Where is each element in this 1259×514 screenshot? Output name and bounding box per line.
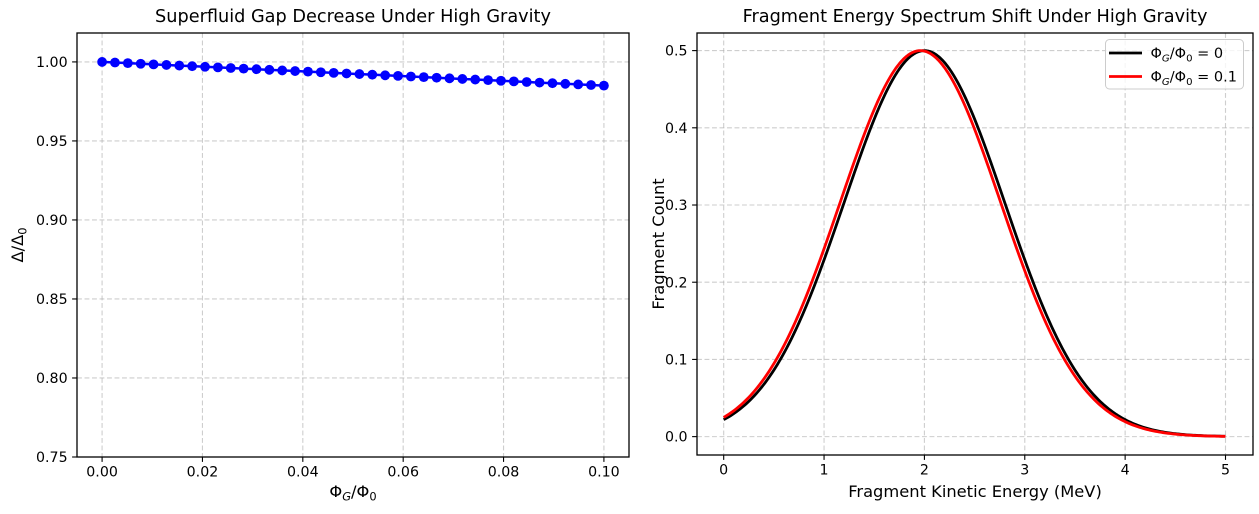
marker	[213, 62, 223, 73]
marker	[135, 58, 146, 69]
marker	[290, 66, 300, 76]
marker	[444, 73, 455, 84]
y-tick-label: 0.3	[665, 198, 688, 214]
marker	[573, 79, 584, 90]
marker	[225, 63, 236, 73]
x-tick-label: 0.06	[387, 465, 419, 481]
marker	[393, 71, 403, 81]
ticks	[692, 50, 1227, 460]
series-line-spectrum-phi-0p1	[722, 49, 1226, 438]
x-axis-label: Fragment Kinetic Energy (MeV)	[848, 482, 1102, 501]
marker	[483, 75, 493, 86]
y-tick-label: 1.00	[36, 55, 68, 71]
y-tick-label: 0.2	[665, 275, 688, 291]
marker	[341, 68, 352, 79]
series-markers-superfluid-gap-ratio	[97, 57, 609, 91]
x-tick-label: 0.08	[488, 465, 520, 481]
y-tick-label: 0.1	[665, 353, 688, 369]
y-axis-label: Δ/Δ0	[8, 227, 30, 262]
marker	[303, 66, 313, 77]
marker	[315, 67, 326, 78]
y-tick-label: 0.85	[36, 292, 68, 308]
marker	[277, 65, 288, 76]
marker	[354, 69, 365, 79]
legend: ΦG/Φ0 = 0 ΦG/Φ0 = 0.1	[1105, 39, 1244, 90]
x-tick-label: 5	[1221, 463, 1230, 479]
y-axis-label: Fragment Count	[649, 178, 668, 309]
x-tick-label: 3	[1020, 463, 1029, 479]
marker	[560, 78, 571, 89]
marker	[367, 69, 378, 80]
marker	[457, 74, 468, 84]
x-tick-label: 1	[820, 463, 829, 479]
x-axis-label: ΦG/Φ0	[329, 482, 376, 504]
y-tick-label: 0.90	[36, 213, 68, 229]
x-tick-label: 0.10	[588, 465, 620, 481]
marker	[264, 64, 275, 75]
grid	[77, 33, 629, 458]
x-tick-label: 2	[920, 463, 929, 479]
marker	[122, 58, 133, 69]
marker	[187, 61, 198, 72]
y-tick-label: 0.95	[36, 134, 68, 150]
marker	[251, 64, 262, 75]
axes-left: 0.00 0.02 0.04 0.06 0.08 0.10 0.75 0.80 0.85 0.90…	[8, 7, 630, 504]
chart-title: Superfluid Gap Decrease Under High Gravi…	[155, 7, 551, 27]
marker	[521, 77, 532, 87]
x-tick-label: 4	[1121, 463, 1130, 479]
ticks	[72, 61, 605, 462]
x-tick-label: 0.02	[187, 465, 219, 481]
spines	[76, 32, 630, 458]
spines	[696, 32, 1254, 456]
x-tick-label: 0.00	[86, 465, 118, 481]
marker	[200, 61, 210, 72]
y-tick-label: 0.75	[36, 450, 68, 466]
y-tick-label: 0.80	[36, 371, 68, 387]
marker	[380, 70, 391, 81]
marker	[97, 57, 107, 67]
marker	[238, 63, 249, 74]
marker	[586, 80, 596, 90]
marker	[534, 77, 545, 88]
marker	[161, 60, 172, 70]
y-tick-label: 0.0	[665, 430, 688, 446]
x-tick-label: 0	[719, 463, 728, 479]
grid	[697, 33, 1253, 455]
marker	[328, 67, 339, 78]
marker	[496, 75, 506, 86]
chart-title: Fragment Energy Spectrum Shift Under Hig…	[743, 7, 1208, 27]
series-line-superfluid-gap-ratio	[102, 60, 604, 87]
legend-label: ΦG/Φ0 = 0.1	[1151, 70, 1237, 88]
marker	[174, 60, 185, 71]
series-line-spectrum-phi-0	[723, 49, 1226, 438]
marker	[547, 78, 558, 89]
marker	[406, 71, 416, 82]
x-tick-label: 0.04	[287, 465, 319, 481]
marker	[470, 74, 481, 85]
axes-right: 0 1 2 3 4 5 0.0 0.1 0.2 0.3 0.4 0.5 Fragment Energy …	[649, 7, 1254, 501]
y-tick-label: 0.4	[665, 121, 688, 137]
marker	[431, 72, 442, 83]
marker	[110, 57, 120, 68]
marker	[148, 59, 159, 70]
legend-label: ΦG/Φ0 = 0	[1151, 46, 1224, 64]
marker	[599, 80, 609, 91]
marker	[418, 72, 429, 83]
y-tick-label: 0.5	[665, 44, 688, 60]
marker	[508, 76, 519, 87]
